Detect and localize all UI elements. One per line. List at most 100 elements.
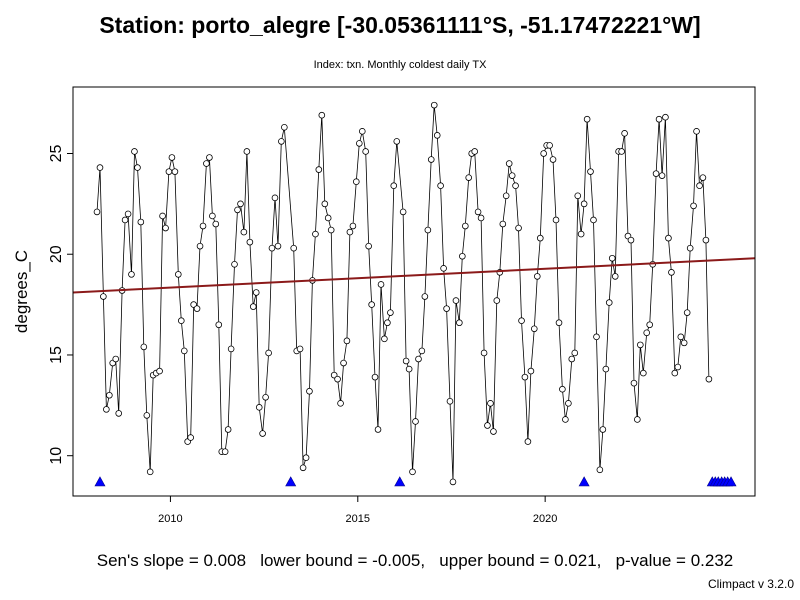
data-point	[252, 289, 260, 296]
data-point	[655, 115, 663, 123]
data-point	[131, 148, 138, 155]
data-point	[471, 148, 479, 155]
data-point	[121, 216, 129, 224]
data-point	[465, 174, 473, 181]
data-point	[374, 426, 382, 433]
data-point	[702, 236, 710, 244]
data-point	[449, 478, 457, 486]
data-series	[93, 101, 713, 486]
data-point	[265, 349, 272, 357]
data-point	[662, 113, 669, 121]
data-point	[643, 329, 651, 337]
data-point	[240, 228, 248, 236]
data-point	[693, 128, 700, 135]
data-point	[552, 216, 560, 224]
data-point	[652, 170, 660, 177]
data-point	[602, 365, 610, 373]
data-point	[274, 242, 282, 250]
trend-line-group	[72, 257, 756, 294]
data-point	[271, 194, 279, 202]
data-point	[93, 208, 101, 216]
data-point	[418, 347, 426, 355]
data-point	[621, 130, 628, 137]
missing-marker	[578, 476, 590, 487]
data-point	[437, 182, 444, 190]
data-point	[686, 244, 694, 252]
chart-title: Station: porto_alegre [-30.05361111°S, -…	[99, 12, 701, 38]
data-point	[493, 297, 501, 304]
data-point	[527, 367, 535, 375]
data-point	[140, 343, 148, 351]
data-point	[521, 373, 529, 381]
data-point	[212, 220, 220, 228]
data-point	[196, 242, 204, 250]
data-point	[371, 373, 379, 381]
data-point	[346, 228, 354, 236]
missing-marker	[725, 476, 737, 487]
missing-marker	[394, 476, 406, 487]
data-point	[440, 265, 447, 272]
data-point	[637, 341, 644, 349]
data-point	[555, 319, 563, 327]
data-point	[324, 214, 332, 222]
x-tick-label: 2010	[158, 513, 182, 525]
data-point	[696, 182, 703, 190]
y-axis-label: degrees_C	[12, 250, 31, 333]
data-point	[312, 230, 319, 238]
chart-subtitle: Index: txn. Monthly coldest daily TX	[313, 59, 487, 71]
series-line	[96, 105, 710, 482]
data-point	[337, 400, 344, 407]
data-point	[574, 192, 582, 200]
data-point	[530, 325, 538, 333]
data-point	[518, 317, 525, 325]
data-point	[540, 150, 547, 157]
data-point	[402, 357, 410, 365]
data-point	[343, 337, 351, 345]
data-point	[231, 261, 238, 268]
data-point	[427, 156, 435, 163]
data-point	[224, 426, 232, 433]
data-point	[677, 333, 685, 341]
y-tick-label: 10	[48, 447, 65, 465]
data-point	[128, 271, 135, 278]
data-point	[255, 404, 263, 411]
data-point	[443, 305, 450, 312]
data-point	[215, 321, 223, 329]
data-point	[112, 355, 120, 363]
data-point	[599, 426, 607, 433]
data-point	[180, 347, 188, 355]
data-point	[668, 269, 675, 276]
data-point	[452, 297, 460, 304]
data-point	[484, 422, 491, 429]
data-point	[246, 238, 254, 246]
data-point	[103, 406, 110, 413]
x-tick-label: 2015	[346, 513, 370, 525]
data-point	[349, 222, 357, 230]
data-point	[318, 111, 326, 119]
data-point	[159, 212, 166, 220]
data-point	[568, 355, 576, 363]
trend-line	[72, 257, 756, 294]
data-point	[234, 206, 241, 214]
data-point	[487, 400, 494, 407]
data-point	[381, 335, 388, 343]
data-point	[549, 156, 557, 163]
data-point	[505, 160, 513, 167]
data-point	[306, 387, 313, 395]
data-point	[562, 416, 569, 423]
data-point	[177, 317, 185, 325]
data-point	[321, 200, 329, 208]
data-point	[424, 226, 432, 234]
data-point	[162, 224, 169, 232]
data-point	[583, 115, 591, 123]
data-point	[587, 168, 594, 175]
data-point	[618, 148, 625, 155]
data-point	[227, 345, 235, 353]
data-point	[377, 281, 385, 288]
data-point	[433, 132, 441, 139]
missing-marker	[285, 476, 297, 487]
data-point	[699, 174, 707, 181]
data-point	[193, 305, 201, 312]
data-point	[390, 182, 398, 190]
data-point	[221, 448, 229, 455]
